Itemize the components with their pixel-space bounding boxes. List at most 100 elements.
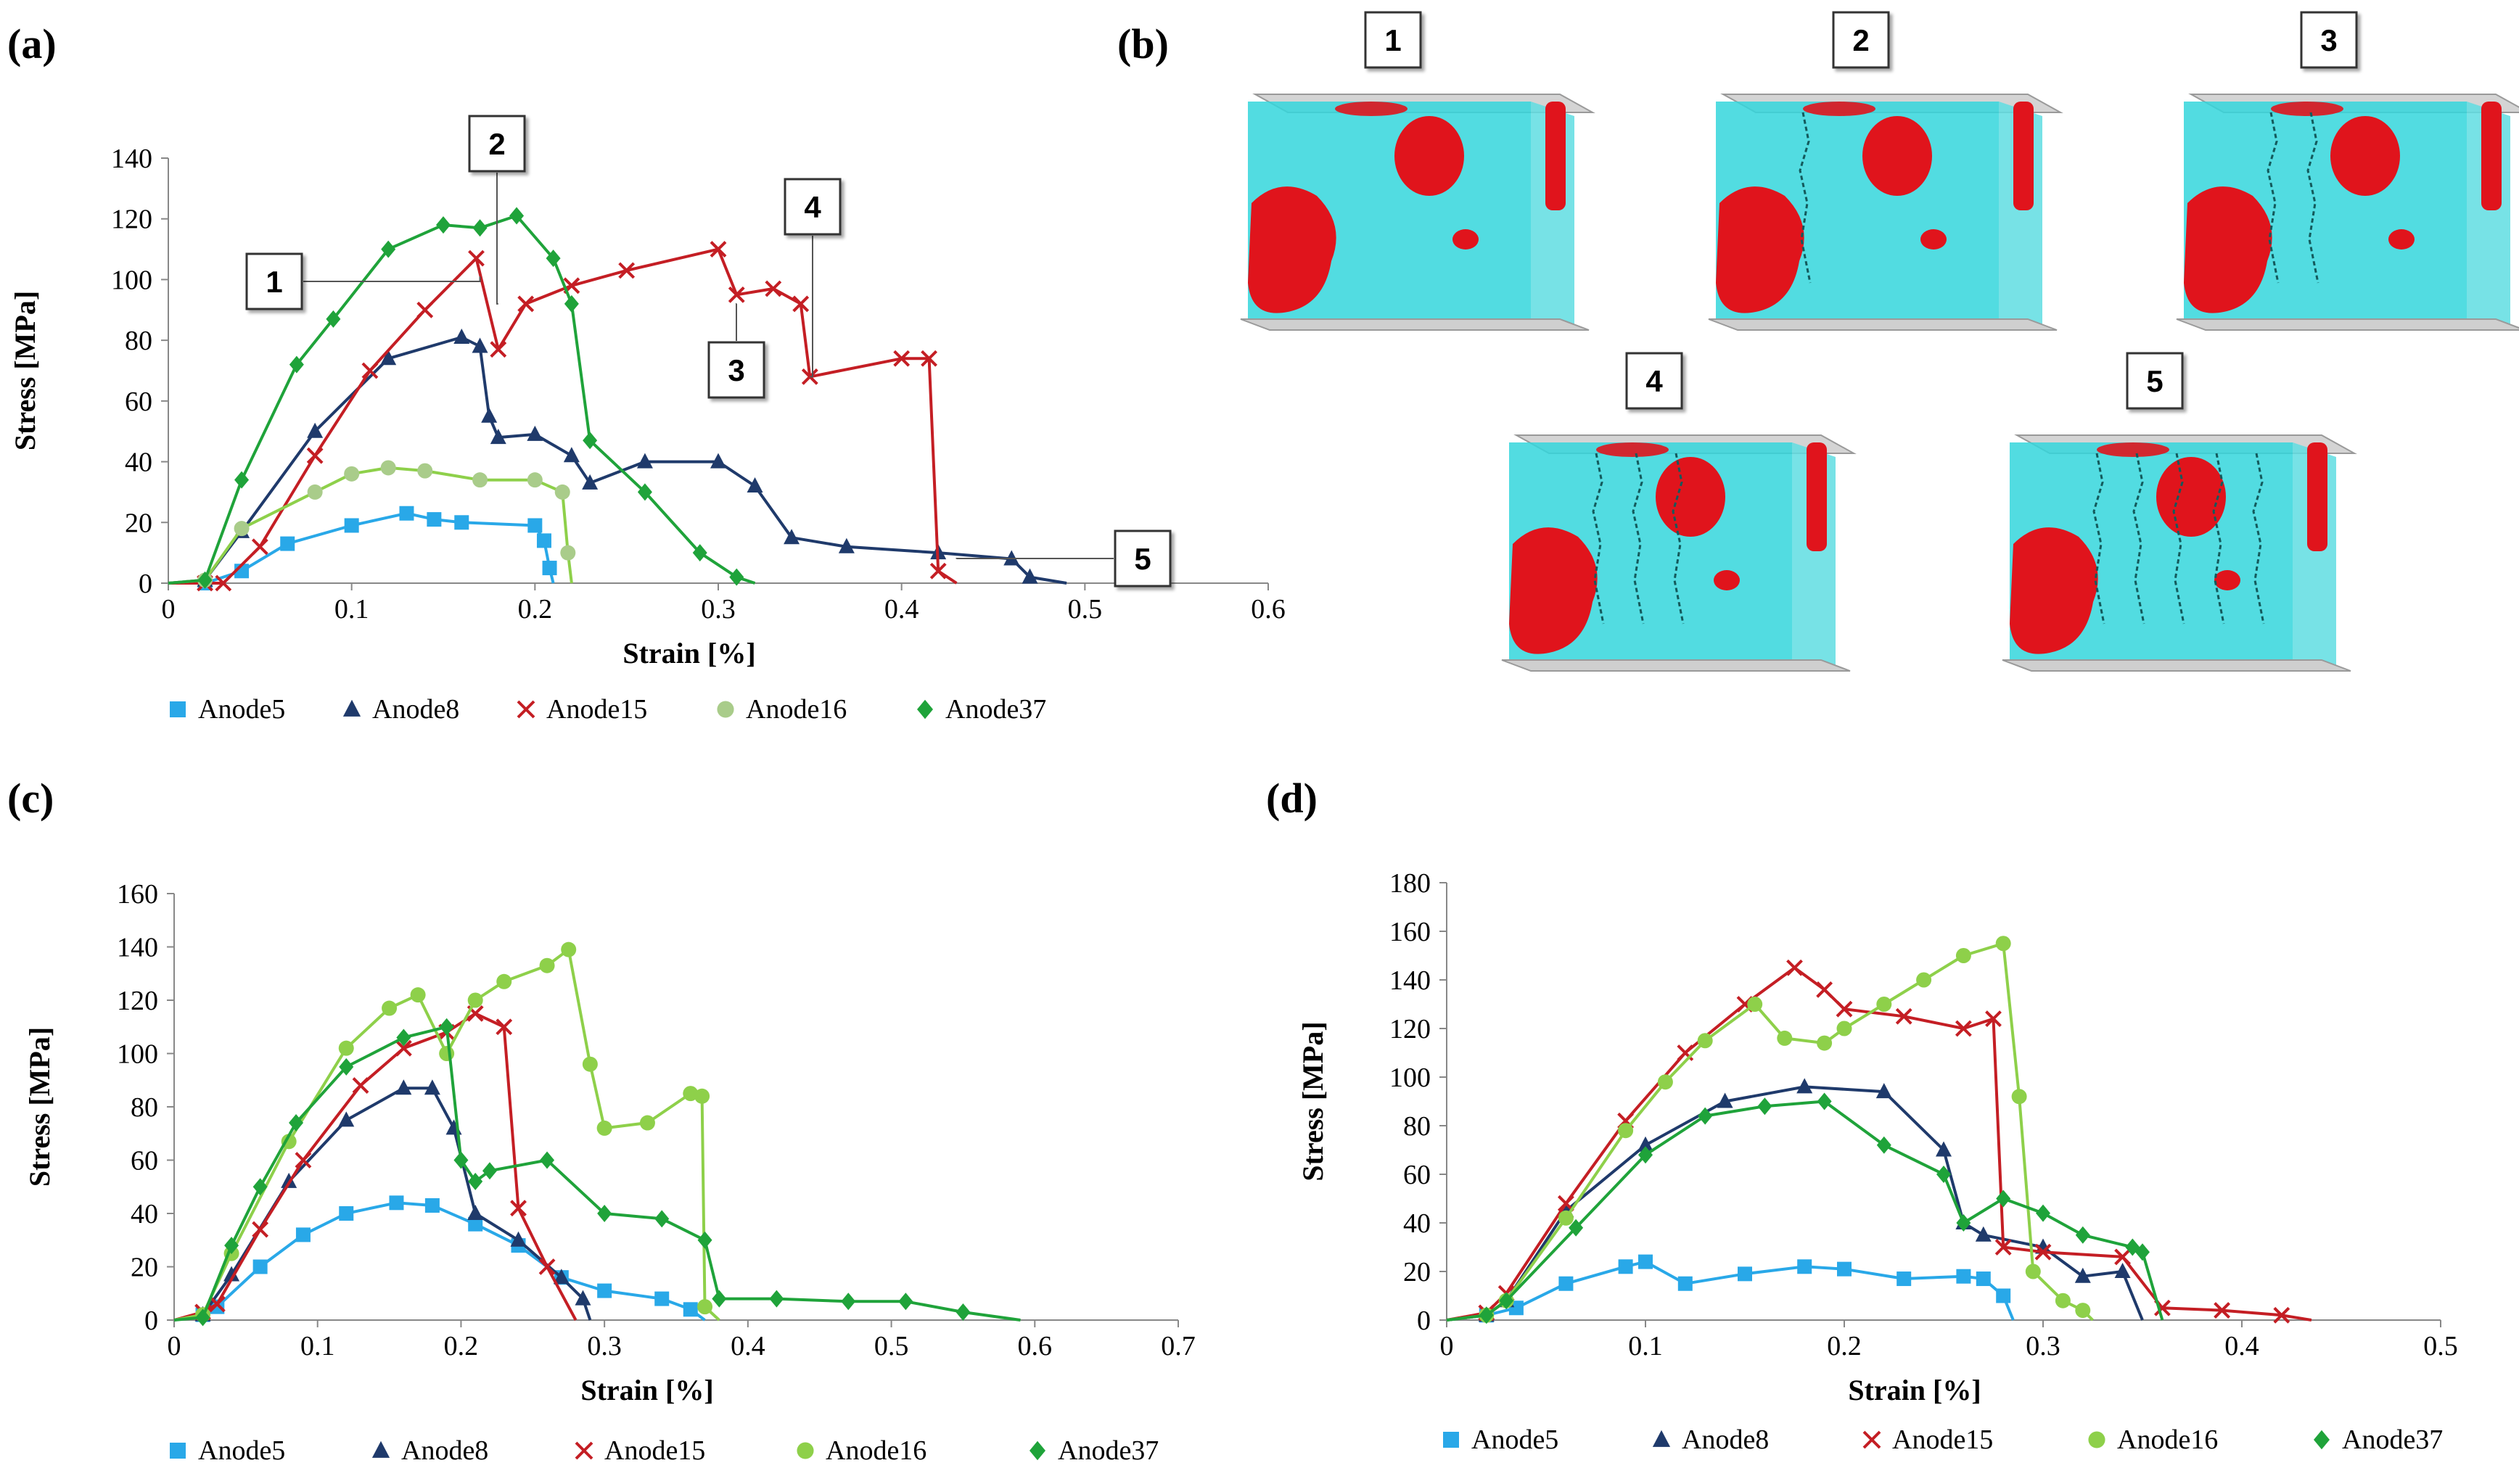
callout-box bbox=[784, 178, 842, 236]
data-point-anode15 bbox=[765, 280, 782, 297]
y-tick-label: 80 bbox=[1403, 1111, 1431, 1142]
data-point-anode5 bbox=[527, 518, 543, 533]
data-point-anode37 bbox=[654, 1210, 670, 1228]
x-tick-label: 0.1 bbox=[334, 594, 369, 624]
data-point-anode5 bbox=[339, 1206, 354, 1221]
x-tick-label: 0.7 bbox=[1161, 1331, 1196, 1361]
data-point-anode16 bbox=[496, 973, 512, 989]
callout-box bbox=[468, 115, 526, 173]
data-point-anode15 bbox=[1985, 1010, 2002, 1028]
callout-label: 2 bbox=[488, 127, 505, 161]
data-point-anode16 bbox=[1995, 936, 2011, 952]
data-point-anode5 bbox=[280, 536, 295, 551]
data-point-anode37 bbox=[289, 355, 304, 374]
data-point-anode16 bbox=[307, 484, 323, 500]
particle-cluster bbox=[1716, 186, 1804, 313]
data-point-anode16 bbox=[1876, 997, 1892, 1012]
callout-leader bbox=[303, 276, 481, 282]
crack bbox=[2092, 453, 2105, 624]
panel-label-d: (d) bbox=[1266, 775, 1318, 822]
particle-cluster bbox=[1248, 186, 1336, 313]
series-line-anode37 bbox=[168, 214, 756, 585]
particle-top bbox=[1803, 102, 1875, 116]
data-point-anode37 bbox=[2036, 1204, 2050, 1222]
data-point-anode5 bbox=[1558, 1276, 1574, 1291]
series-line-anode37 bbox=[1446, 1100, 2164, 1322]
data-point-anode16 bbox=[1955, 948, 1971, 963]
data-point-anode37 bbox=[396, 1029, 411, 1047]
data-point-anode37 bbox=[339, 1058, 354, 1076]
data-point-anode37 bbox=[583, 432, 598, 450]
data-point-anode8 bbox=[1796, 1078, 1813, 1094]
crack bbox=[2212, 453, 2225, 624]
y-tick-label: 20 bbox=[125, 508, 152, 538]
data-point-anode5 bbox=[1677, 1276, 1693, 1291]
data-point-anode15 bbox=[1994, 1239, 2012, 1256]
crack bbox=[1799, 112, 1812, 284]
callout-label: 5 bbox=[1134, 542, 1151, 576]
data-point-anode37 bbox=[289, 1114, 304, 1132]
data-point-anode5 bbox=[454, 515, 469, 530]
callout-box bbox=[707, 341, 765, 399]
data-point-anode37 bbox=[326, 310, 341, 328]
data-point-anode15 bbox=[1786, 959, 1803, 976]
x-tick-label: 0 bbox=[1440, 1331, 1454, 1361]
data-point-anode5 bbox=[1797, 1259, 1812, 1274]
callout-box bbox=[1114, 529, 1172, 588]
data-point-anode8 bbox=[575, 1290, 591, 1306]
particle-small bbox=[1920, 229, 1947, 250]
snapshot-1: 1 bbox=[1240, 11, 1595, 331]
data-point-anode16 bbox=[683, 1086, 699, 1102]
y-tick-label: 0 bbox=[139, 569, 152, 599]
data-point-anode15 bbox=[2214, 1302, 2231, 1319]
legend-marker-anode5 bbox=[170, 701, 186, 717]
data-point-anode15 bbox=[295, 1152, 312, 1168]
panel-label-c: (c) bbox=[7, 775, 54, 822]
data-point-anode5 bbox=[252, 1259, 268, 1274]
data-point-anode15 bbox=[1955, 1020, 1972, 1037]
callout-leader bbox=[496, 173, 498, 305]
legend-label-anode16: Anode16 bbox=[746, 694, 847, 725]
data-point-anode8 bbox=[223, 1266, 240, 1282]
data-point-anode8 bbox=[510, 1231, 527, 1247]
bottom-plate bbox=[1708, 318, 2058, 331]
data-point-anode16 bbox=[697, 1299, 713, 1315]
x-tick-label: 0.4 bbox=[884, 594, 919, 624]
data-point-anode37 bbox=[436, 216, 451, 234]
data-point-anode37 bbox=[546, 250, 561, 268]
data-point-anode8 bbox=[527, 425, 543, 441]
series-line-anode16 bbox=[1446, 941, 2094, 1322]
data-point-anode5 bbox=[427, 512, 442, 527]
data-point-anode5 bbox=[1976, 1271, 1991, 1287]
data-point-anode15 bbox=[395, 1039, 412, 1057]
data-point-anode37 bbox=[1698, 1107, 1713, 1125]
y-tick-label: 160 bbox=[117, 879, 158, 910]
y-tick-label: 120 bbox=[117, 986, 158, 1016]
legend-label-anode5: Anode5 bbox=[1471, 1425, 1558, 1455]
data-point-anode8 bbox=[1637, 1136, 1653, 1152]
bottom-plate bbox=[1240, 318, 1590, 331]
data-point-anode15 bbox=[416, 301, 434, 318]
series-line-anode8 bbox=[173, 1087, 592, 1322]
snapshot-label-box bbox=[1364, 11, 1422, 69]
data-point-anode37 bbox=[453, 1151, 469, 1169]
legend-marker-anode15 bbox=[575, 1441, 593, 1460]
data-point-anode5 bbox=[389, 1195, 404, 1211]
x-axis-title: Strain [%] bbox=[1848, 1374, 1981, 1406]
crack bbox=[1632, 453, 1645, 624]
data-point-anode5 bbox=[1618, 1259, 1633, 1274]
data-point-anode16 bbox=[439, 1046, 455, 1061]
data-point-anode37 bbox=[729, 568, 744, 586]
crack bbox=[1592, 453, 1605, 624]
data-point-anode8 bbox=[1936, 1141, 1952, 1157]
data-point-anode16 bbox=[234, 521, 250, 537]
legend-label-anode8: Anode8 bbox=[372, 694, 459, 725]
y-tick-label: 40 bbox=[1403, 1208, 1431, 1239]
x-tick-label: 0 bbox=[162, 594, 176, 624]
data-point-anode8 bbox=[424, 1079, 440, 1095]
data-point-anode16 bbox=[1697, 1033, 1713, 1049]
data-point-anode15 bbox=[208, 1295, 226, 1313]
legend-label-anode5: Anode5 bbox=[198, 694, 285, 725]
data-point-anode5 bbox=[654, 1291, 670, 1306]
y-tick-label: 140 bbox=[111, 144, 152, 174]
